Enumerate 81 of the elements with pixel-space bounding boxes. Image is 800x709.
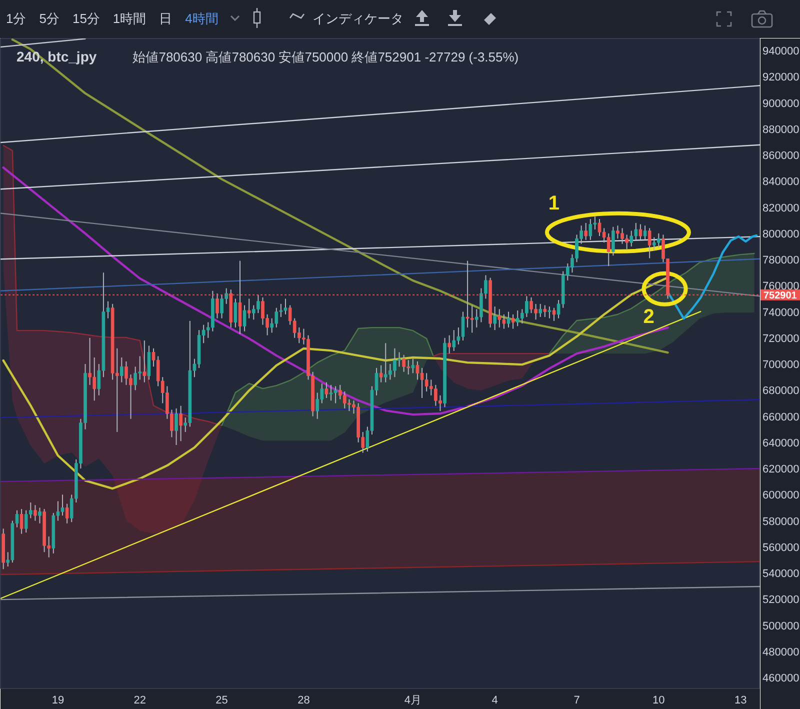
x-tick-label: 13 xyxy=(734,694,747,706)
candlestick xyxy=(411,358,415,374)
candlestick xyxy=(538,303,542,318)
candlestick xyxy=(242,304,246,332)
candlestick xyxy=(643,225,647,240)
y-tick-label: 820000 xyxy=(762,202,800,214)
y-tick-label: 680000 xyxy=(762,385,800,398)
y-tick-label: 620000 xyxy=(762,464,800,476)
y-tick-label: 700000 xyxy=(762,359,800,372)
candlestick xyxy=(638,224,642,240)
y-tick-label: 840000 xyxy=(762,176,800,188)
candlestick xyxy=(324,382,328,398)
annotation: 1 xyxy=(548,192,560,214)
candlestick xyxy=(584,222,588,240)
candlestick xyxy=(552,307,556,322)
x-tick-label: 28 xyxy=(298,694,310,706)
candlestick xyxy=(179,405,182,442)
y-tick-label: 640000 xyxy=(762,437,800,450)
candlestick xyxy=(588,218,592,240)
text: 始値780630 高値780630 安値750000 終値752901 -27729 (-3.55%) xyxy=(132,50,519,64)
candlestick xyxy=(174,408,178,446)
y-tick-label: 560000 xyxy=(762,542,800,554)
candlestick xyxy=(34,504,37,522)
candlestick xyxy=(65,503,69,524)
text: インディケータ xyxy=(312,10,404,28)
x-tick-label: 7 xyxy=(574,694,580,706)
y-tick-label: 760000 xyxy=(762,280,800,293)
y-tick-label: 540000 xyxy=(762,568,800,580)
candlestick xyxy=(38,507,42,524)
text: 日 xyxy=(159,10,172,28)
y-tick-label: 860000 xyxy=(762,150,800,162)
candlestick xyxy=(612,226,615,256)
y-tick-label: 780000 xyxy=(762,254,800,267)
annotation: 2 xyxy=(643,306,654,328)
x-tick-label: 4月 xyxy=(404,694,422,706)
candlestick xyxy=(234,298,238,328)
candlestick xyxy=(498,308,502,328)
text: 1分 xyxy=(6,10,26,28)
candlestick xyxy=(316,392,320,420)
text: 4時間 xyxy=(185,10,218,28)
candlestick xyxy=(648,228,652,259)
candlestick xyxy=(470,304,474,334)
candlestick xyxy=(606,232,610,267)
candlestick xyxy=(120,356,124,383)
candlestick xyxy=(511,314,515,330)
x-tick-label: 4 xyxy=(492,694,498,706)
y-tick-label: 660000 xyxy=(762,411,800,424)
y-tick-label: 740000 xyxy=(762,306,800,319)
candlestick xyxy=(448,334,451,354)
y-tick-label: 480000 xyxy=(762,646,800,658)
candlestick xyxy=(630,230,634,247)
candlestick xyxy=(20,508,24,534)
text: 1時間 xyxy=(112,10,146,28)
x-tick-label: 22 xyxy=(134,694,146,706)
y-tick-label: 600000 xyxy=(762,490,800,502)
candlestick xyxy=(379,364,383,383)
x-tick-label: 19 xyxy=(52,694,64,706)
y-tick-label: 920000 xyxy=(762,72,800,84)
ref-line-label: 752901 xyxy=(764,290,798,302)
y-tick-label: 460000 xyxy=(762,672,800,685)
text: 15分 xyxy=(72,10,100,28)
candlestick xyxy=(548,306,552,319)
y-tick-label: 500000 xyxy=(762,620,800,632)
candlestick xyxy=(493,306,496,331)
y-tick-label: 520000 xyxy=(762,594,800,606)
y-tick-label: 720000 xyxy=(762,332,800,345)
x-tick-label: 25 xyxy=(216,694,228,706)
y-tick-label: 940000 xyxy=(762,46,800,58)
y-tick-label: 900000 xyxy=(762,98,800,110)
y-tick-label: 580000 xyxy=(762,516,800,528)
y-tick-label: 880000 xyxy=(762,124,800,136)
candlestick xyxy=(506,311,510,328)
candlestick xyxy=(334,386,338,404)
candlestick xyxy=(452,330,456,352)
candlestick xyxy=(142,340,146,383)
candlestick xyxy=(247,298,251,319)
candlestick xyxy=(147,345,151,380)
x-tick-label: 10 xyxy=(652,694,665,706)
candlestick xyxy=(543,304,547,318)
y-tick-label: 800000 xyxy=(762,228,800,240)
text: 5分 xyxy=(39,10,60,28)
